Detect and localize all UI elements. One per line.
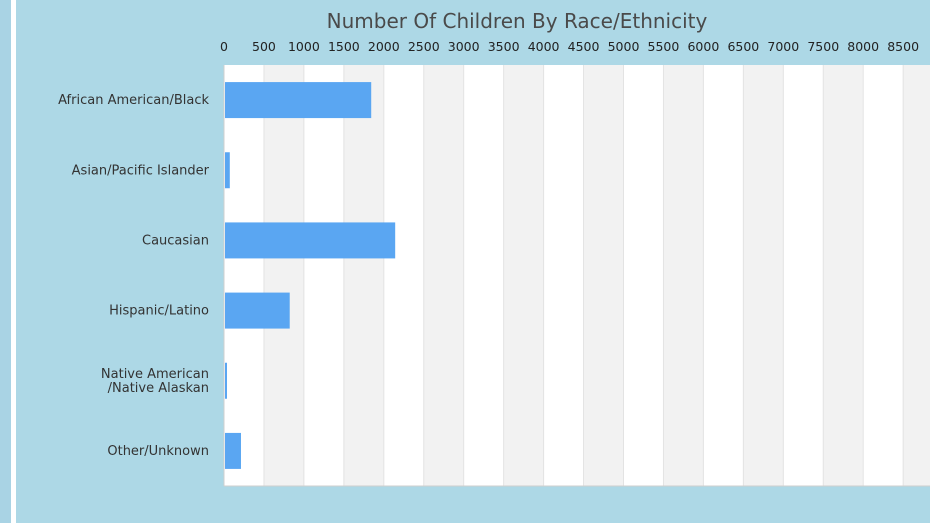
left-accent-strip bbox=[0, 0, 11, 523]
category-label: Hispanic/Latino bbox=[109, 304, 209, 319]
category-label: Caucasian bbox=[142, 233, 209, 248]
bar bbox=[225, 222, 396, 259]
x-tick-label: 4000 bbox=[528, 39, 560, 54]
x-tick-label: 0 bbox=[220, 39, 228, 54]
bar bbox=[225, 82, 372, 119]
bar bbox=[225, 292, 290, 329]
x-tick-label: 7500 bbox=[807, 39, 839, 54]
x-tick-label: 5500 bbox=[648, 39, 680, 54]
x-tick-label: 3000 bbox=[448, 39, 480, 54]
x-tick-label: 1000 bbox=[288, 39, 320, 54]
x-tick-label: 1500 bbox=[328, 39, 360, 54]
x-tick-label: 2500 bbox=[408, 39, 440, 54]
grid-band bbox=[343, 65, 384, 486]
chart-title: Number Of Children By Race/Ethnicity bbox=[327, 9, 708, 33]
plot-background bbox=[224, 65, 930, 486]
x-tick-label: 8000 bbox=[847, 39, 879, 54]
bars bbox=[225, 82, 396, 469]
grid-band bbox=[823, 65, 864, 486]
category-label: Asian/Pacific Islander bbox=[72, 163, 210, 178]
plot-area bbox=[223, 65, 930, 487]
category-label: Other/Unknown bbox=[107, 444, 209, 459]
grid-band bbox=[583, 65, 624, 486]
x-tick-label: 5000 bbox=[608, 39, 640, 54]
x-tick-label: 7000 bbox=[767, 39, 799, 54]
grid-band bbox=[503, 65, 544, 486]
bar bbox=[225, 152, 230, 189]
bar bbox=[225, 432, 241, 469]
grid-band bbox=[903, 65, 930, 486]
x-tick-label: 2000 bbox=[368, 39, 400, 54]
x-tick-label: 8500 bbox=[887, 39, 919, 54]
y-axis-categories: African American/Black Asian/Pacific Isla… bbox=[58, 93, 210, 459]
grid-band bbox=[743, 65, 784, 486]
category-label: Native American/Native Alaskan bbox=[101, 367, 209, 396]
bar bbox=[225, 362, 227, 399]
x-tick-label: 4500 bbox=[568, 39, 600, 54]
grid-band bbox=[423, 65, 464, 486]
grid-band bbox=[263, 65, 304, 486]
x-axis-ticks: 0 500 1000 1500 2000 2500 3000 3500 4000 4500 5000… bbox=[220, 39, 919, 54]
x-tick-label: 6500 bbox=[727, 39, 759, 54]
x-tick-label: 500 bbox=[252, 39, 276, 54]
grid-band bbox=[663, 65, 704, 486]
x-tick-label: 3500 bbox=[488, 39, 520, 54]
category-label: African American/Black bbox=[58, 93, 209, 108]
x-tick-label: 6000 bbox=[687, 39, 719, 54]
